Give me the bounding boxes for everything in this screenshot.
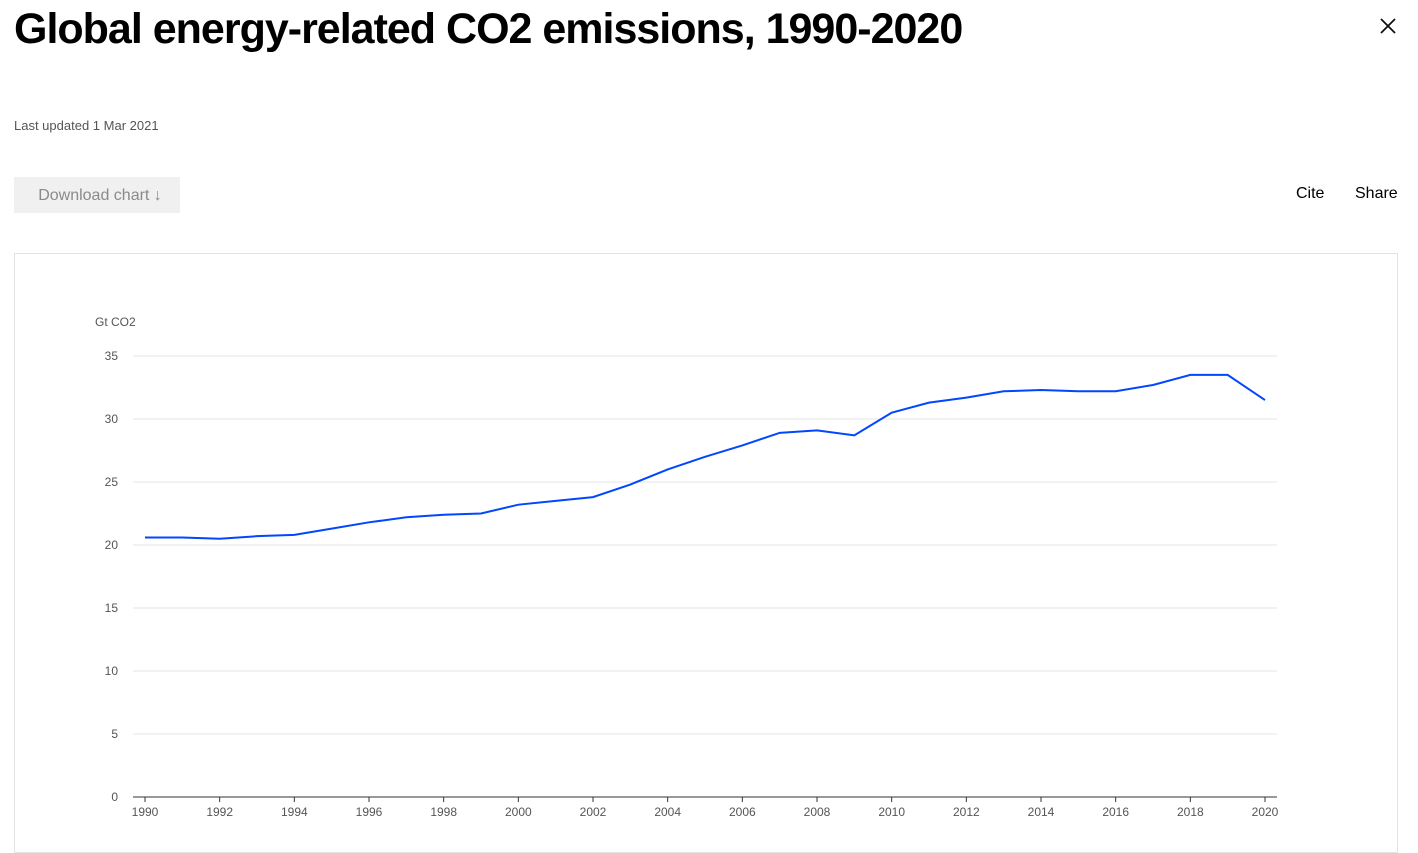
x-tick-label: 2008 (804, 805, 831, 819)
close-icon[interactable] (1376, 14, 1400, 38)
x-tick-label: 2012 (953, 805, 980, 819)
y-axis-label: Gt CO2 (95, 315, 136, 329)
last-updated: Last updated 1 Mar 2021 (14, 118, 159, 133)
x-tick-label: 2004 (654, 805, 681, 819)
y-tick-label: 25 (105, 475, 119, 489)
x-tick-label: 1994 (281, 805, 308, 819)
x-tick-label: 2002 (580, 805, 607, 819)
page-title: Global energy-related CO2 emissions, 199… (14, 5, 963, 53)
x-tick-label: 1996 (356, 805, 383, 819)
x-tick-label: 2016 (1102, 805, 1129, 819)
x-tick-label: 1992 (206, 805, 233, 819)
x-tick-label: 1990 (132, 805, 159, 819)
y-tick-label: 15 (105, 601, 119, 615)
y-tick-label: 0 (111, 790, 118, 804)
cite-link[interactable]: Cite (1296, 185, 1325, 202)
y-tick-label: 20 (105, 538, 119, 552)
x-tick-label: 2014 (1028, 805, 1055, 819)
x-tick-label: 1998 (430, 805, 457, 819)
line-chart: Gt CO2 0 5 10 15 20 25 30 35 1990 1992 1994 1996 199… (95, 315, 1279, 819)
x-tick-label: 2010 (878, 805, 905, 819)
y-tick-label: 35 (105, 349, 119, 363)
x-tick-label: 2020 (1252, 805, 1279, 819)
y-tick-label: 10 (105, 664, 119, 678)
x-tick-label: 2018 (1177, 805, 1204, 819)
emissions-line (145, 373, 1266, 540)
share-link[interactable]: Share (1355, 185, 1398, 202)
y-tick-label: 5 (111, 727, 118, 741)
x-tick-label: 2006 (729, 805, 756, 819)
x-tick-label: 2000 (505, 805, 532, 819)
y-tick-label: 30 (105, 412, 119, 426)
download-chart-button[interactable]: Download chart ↓ (14, 177, 180, 213)
